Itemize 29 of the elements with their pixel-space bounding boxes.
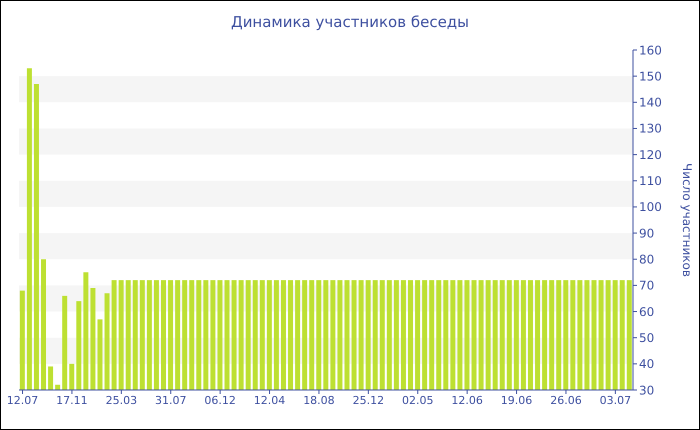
y-tick-label: 60 bbox=[639, 304, 654, 319]
x-tick-label: 17.11 bbox=[56, 394, 88, 407]
y-tick-label: 140 bbox=[639, 96, 662, 110]
x-tick-label: 06.12 bbox=[204, 394, 236, 407]
y-tick-label: 90 bbox=[639, 226, 654, 240]
y-tick-label: 120 bbox=[639, 148, 662, 162]
x-tick-label: 26.06 bbox=[550, 394, 582, 407]
x-tick-label: 12.07 bbox=[6, 394, 38, 407]
y-tick-label: 100 bbox=[639, 200, 662, 214]
y-axis-title: Число участников bbox=[680, 163, 694, 277]
x-tick-label: 18.08 bbox=[303, 394, 335, 407]
x-tick-label: 19.06 bbox=[500, 394, 532, 407]
y-tick-label: 150 bbox=[639, 69, 662, 84]
x-tick-label: 31.07 bbox=[154, 394, 186, 407]
y-tick-label: 50 bbox=[639, 330, 654, 345]
y-tick-label: 40 bbox=[639, 357, 654, 372]
y-tick-label: 130 bbox=[639, 122, 662, 136]
x-tick-label: 25.12 bbox=[352, 394, 384, 407]
y-tick-label: 110 bbox=[639, 174, 662, 188]
x-tick-label: 12.06 bbox=[451, 394, 483, 407]
x-tick-label: 03.07 bbox=[600, 394, 632, 407]
y-tick-label: 80 bbox=[639, 252, 654, 266]
x-tick-label: 12.04 bbox=[254, 394, 286, 407]
chart-title: Динамика участников беседы bbox=[230, 13, 470, 31]
y-tick-label: 30 bbox=[639, 383, 654, 398]
y-tick-label: 70 bbox=[639, 278, 654, 293]
x-tick-label: 02.05 bbox=[402, 394, 434, 407]
y-tick-label: 160 bbox=[639, 43, 662, 58]
x-tick-label: 25.03 bbox=[106, 394, 138, 407]
